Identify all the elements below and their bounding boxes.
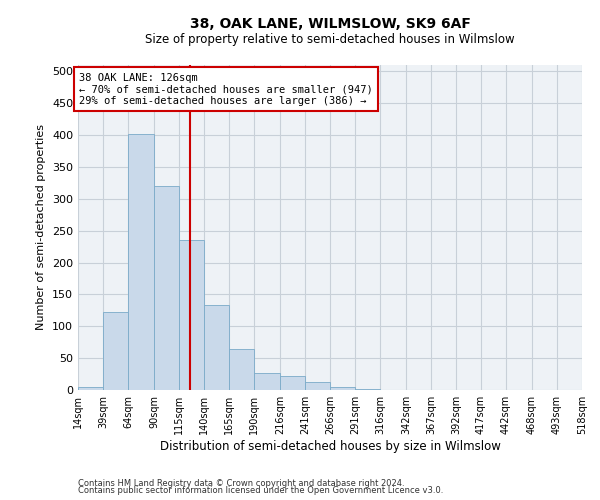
Text: Contains HM Land Registry data © Crown copyright and database right 2024.: Contains HM Land Registry data © Crown c…: [78, 478, 404, 488]
Text: Contains public sector information licensed under the Open Government Licence v3: Contains public sector information licen…: [78, 486, 443, 495]
Y-axis label: Number of semi-detached properties: Number of semi-detached properties: [37, 124, 46, 330]
Bar: [78, 387, 103, 390]
Bar: [204, 305, 229, 390]
Bar: [229, 349, 254, 390]
Bar: [128, 134, 154, 390]
Bar: [154, 186, 179, 390]
Bar: [330, 387, 355, 390]
Bar: [305, 382, 330, 390]
Bar: [103, 312, 128, 390]
Bar: [280, 376, 305, 390]
Text: 38, OAK LANE, WILMSLOW, SK9 6AF: 38, OAK LANE, WILMSLOW, SK9 6AF: [190, 18, 470, 32]
Bar: [254, 373, 280, 390]
X-axis label: Distribution of semi-detached houses by size in Wilmslow: Distribution of semi-detached houses by …: [160, 440, 500, 452]
Bar: [179, 240, 204, 390]
Text: Size of property relative to semi-detached houses in Wilmslow: Size of property relative to semi-detach…: [145, 32, 515, 46]
Text: 38 OAK LANE: 126sqm
← 70% of semi-detached houses are smaller (947)
29% of semi-: 38 OAK LANE: 126sqm ← 70% of semi-detach…: [79, 72, 373, 106]
